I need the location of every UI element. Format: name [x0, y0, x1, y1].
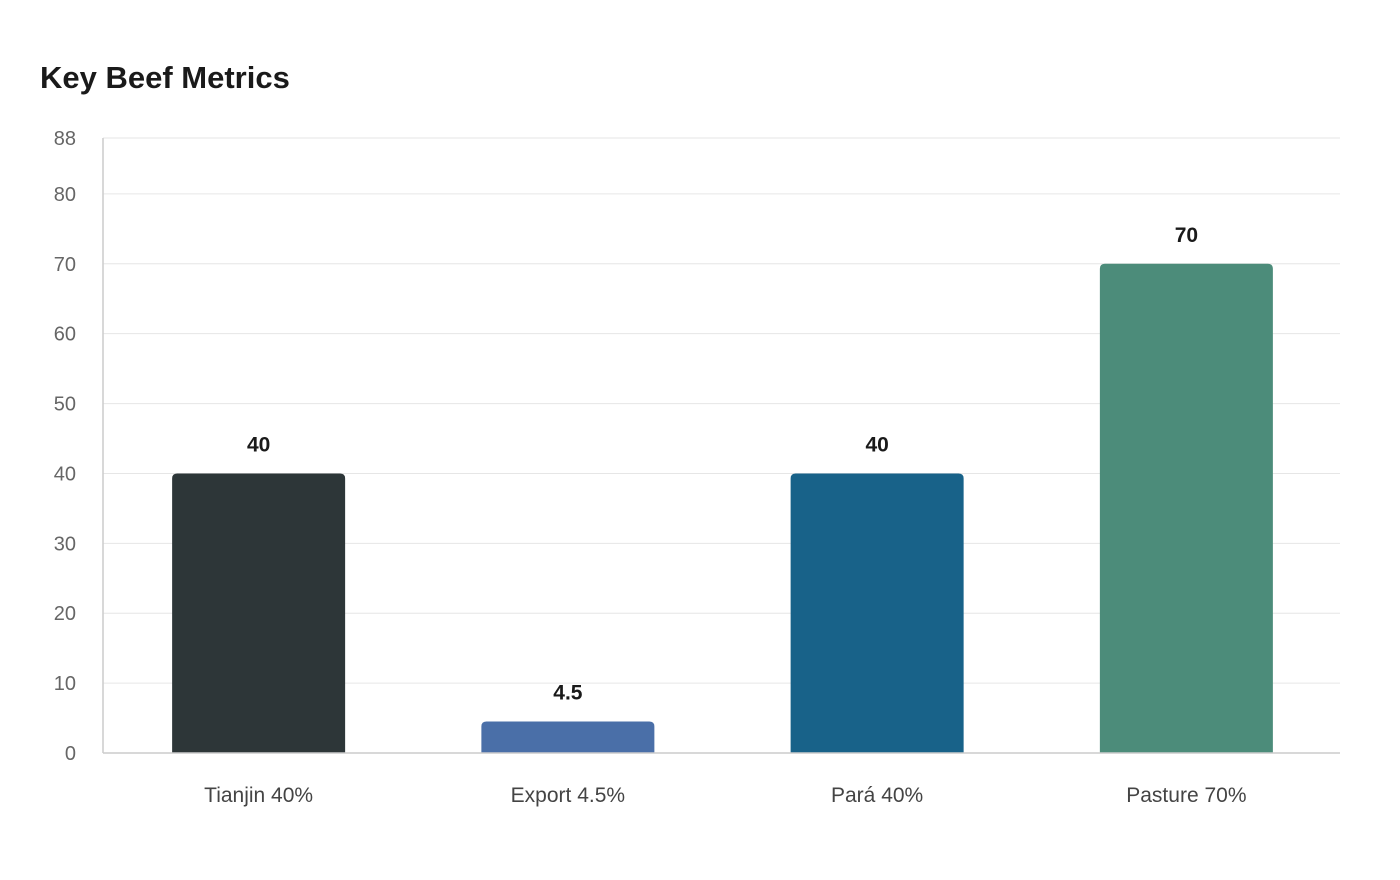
bar [790, 473, 964, 753]
bars [172, 263, 1273, 753]
y-tick-label: 10 [54, 673, 76, 695]
chart-title: Key Beef Metrics [40, 60, 290, 95]
y-tick-label: 80 [54, 184, 76, 206]
data-labels: 40 4.5 40 70 [247, 224, 1198, 705]
data-label: 40 [865, 433, 888, 456]
x-tick-label: Pasture 70% [1126, 784, 1246, 807]
y-axis-ticks: 0 10 20 30 40 50 60 70 80 88 [54, 128, 76, 765]
y-tick-label: 30 [54, 533, 76, 555]
y-tick-label: 50 [54, 394, 76, 416]
data-label: 40 [247, 433, 270, 456]
data-label: 4.5 [553, 682, 583, 705]
bar [1099, 263, 1273, 753]
y-tick-label: 60 [54, 324, 76, 346]
bar [481, 721, 655, 753]
bar [172, 473, 346, 753]
y-tick-label: 70 [54, 254, 76, 276]
y-tick-label: 40 [54, 463, 76, 485]
x-tick-label: Tianjin 40% [204, 784, 313, 807]
x-tick-label: Pará 40% [831, 784, 923, 807]
y-tick-label: 0 [65, 743, 76, 765]
y-tick-label: 20 [54, 603, 76, 625]
x-tick-label: Export 4.5% [511, 784, 625, 807]
y-tick-label: 88 [54, 128, 76, 150]
x-axis-ticks: Tianjin 40% Export 4.5% Pará 40% Pasture 70… [204, 784, 1246, 807]
data-label: 70 [1175, 224, 1198, 247]
